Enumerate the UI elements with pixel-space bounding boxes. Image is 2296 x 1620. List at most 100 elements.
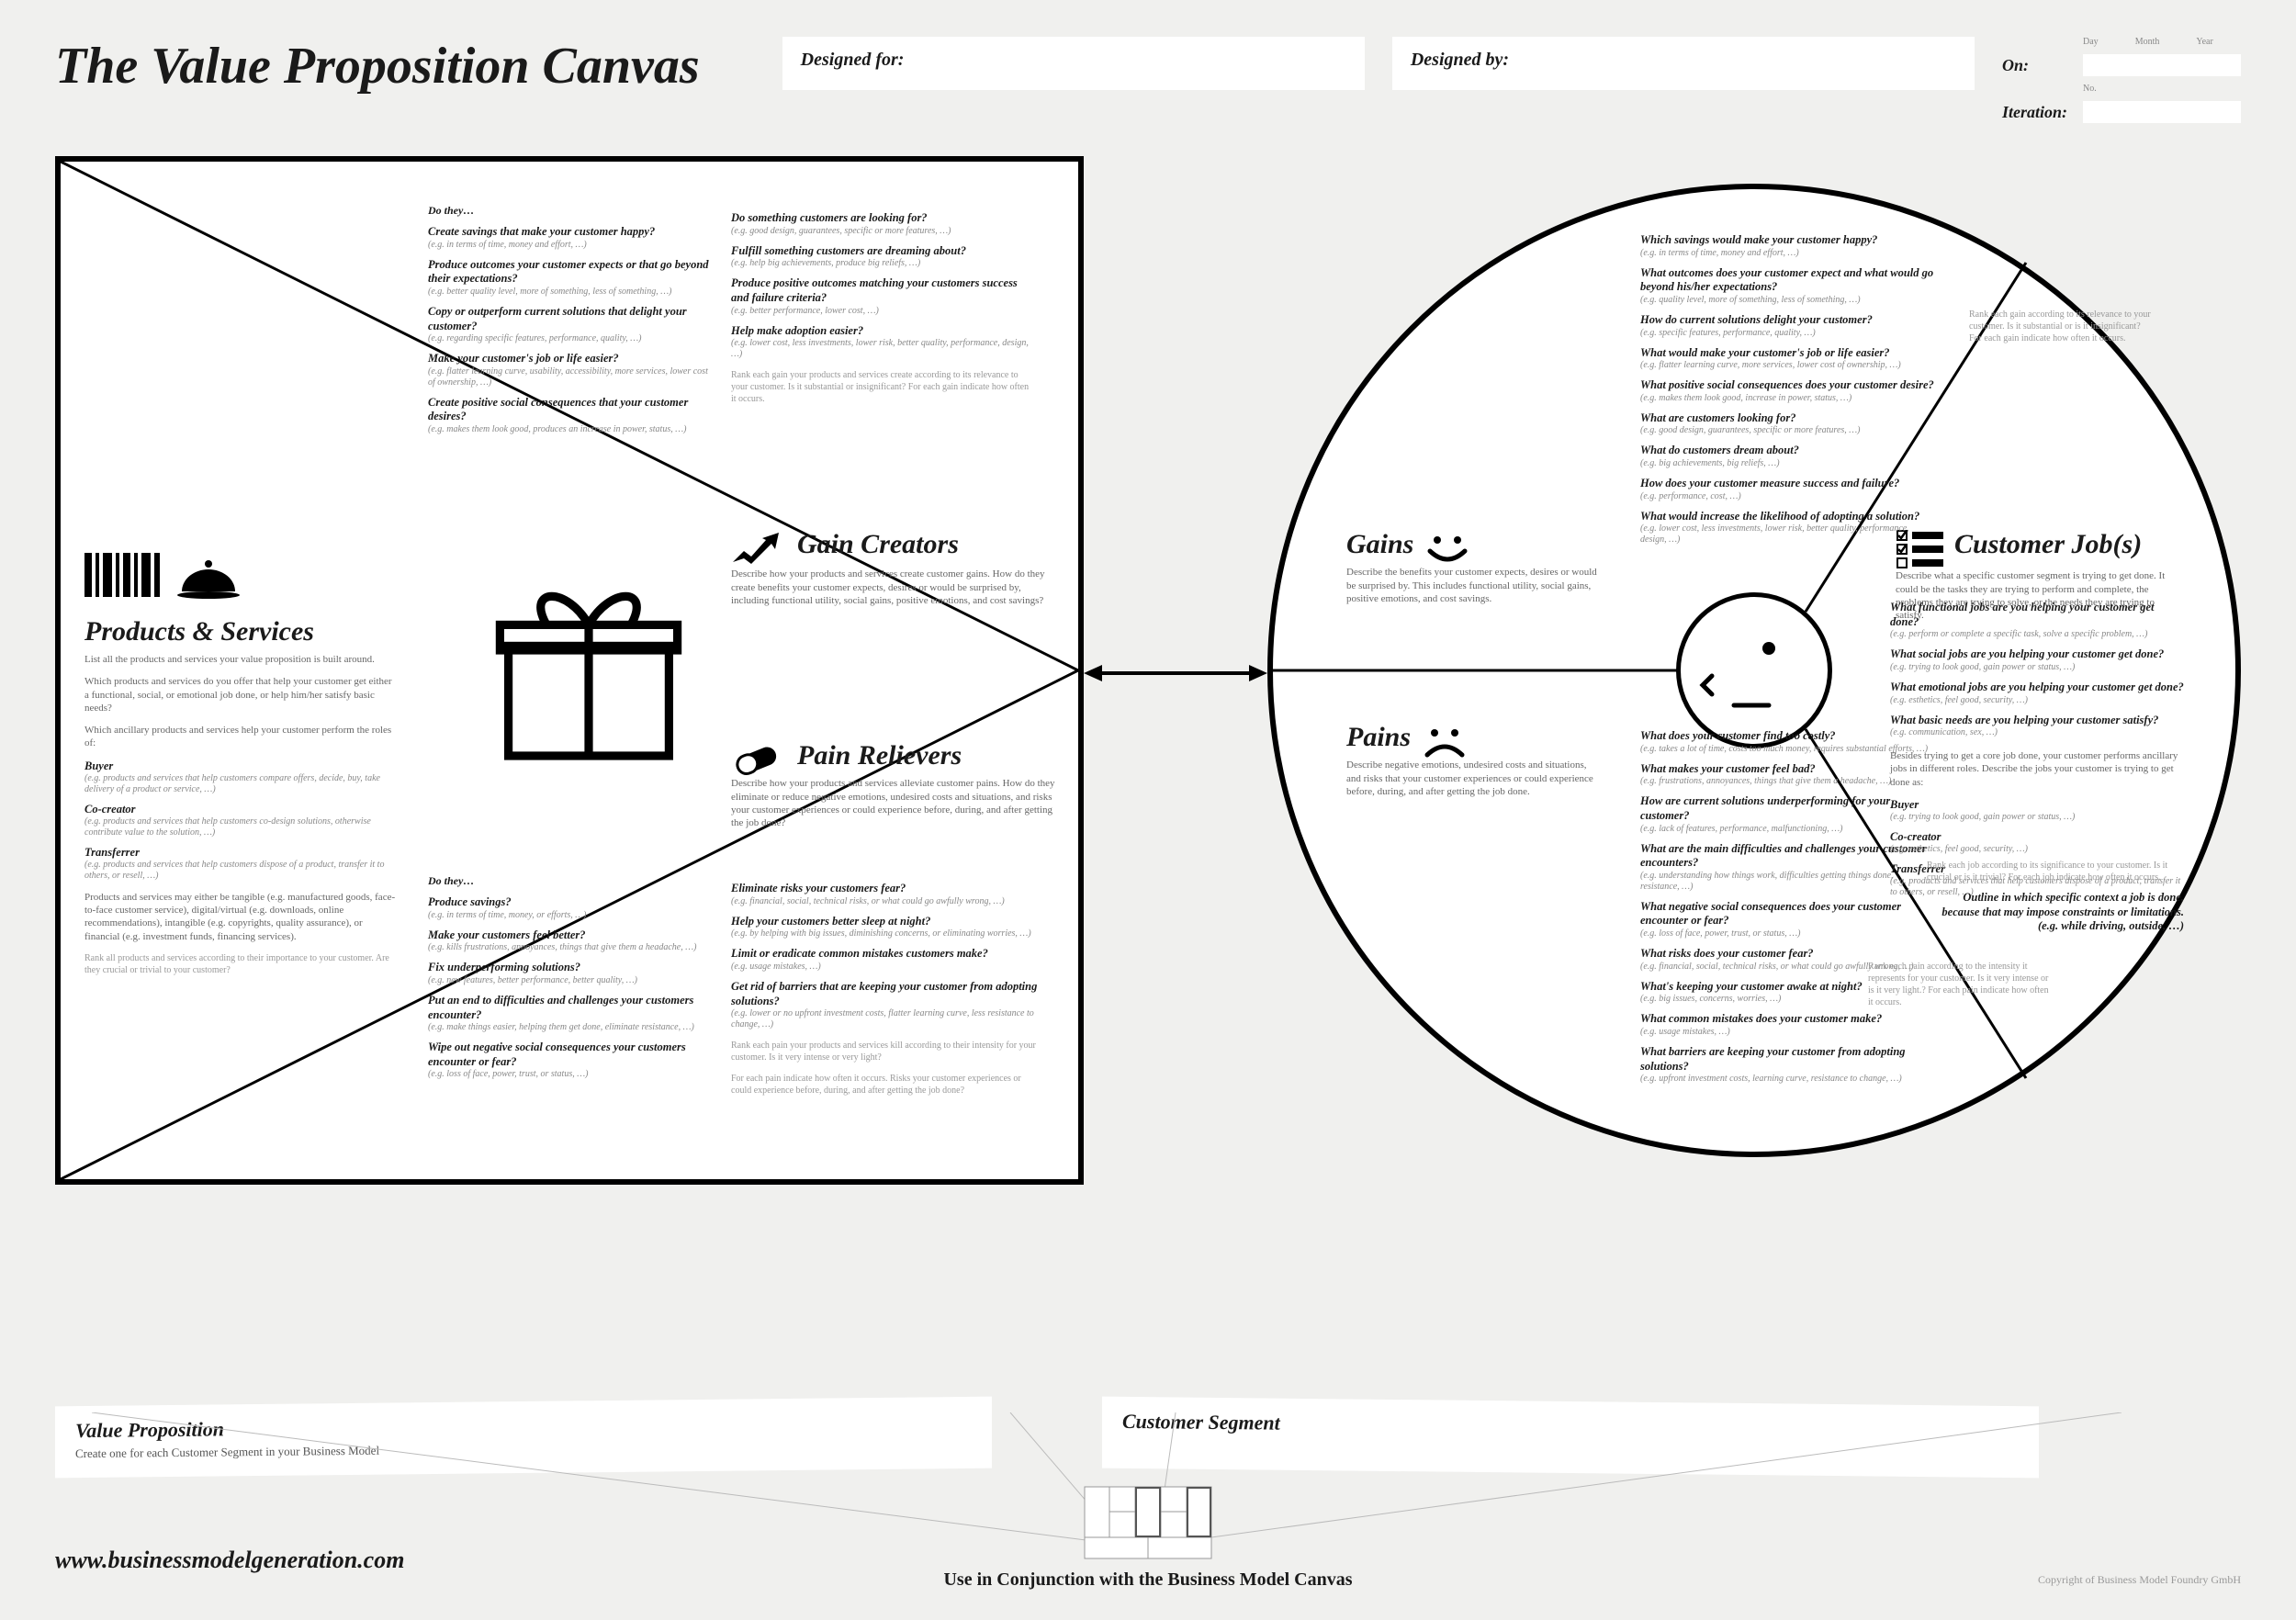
prompt-example: (e.g. loss of face, power, trust, or sta… bbox=[1640, 928, 1934, 939]
prompt-example: (e.g. lower cost, less investments, lowe… bbox=[1640, 523, 1934, 546]
designed-for-box[interactable]: Designed for: bbox=[782, 37, 1365, 90]
gains-block: Gains Describe the benefits your custome… bbox=[1346, 529, 1604, 614]
prompt-question: Do something customers are looking for? bbox=[731, 211, 1034, 226]
prompt-question: What would increase the likelihood of ad… bbox=[1640, 510, 1934, 524]
on-label: On: bbox=[2002, 56, 2076, 75]
prompt-example: (e.g. usage mistakes, …) bbox=[1640, 1027, 1934, 1038]
prompt-question: Fix underperforming solutions? bbox=[428, 961, 713, 975]
prompt-question: Create savings that make your customer h… bbox=[428, 225, 713, 240]
prompt-example: (e.g. esthetics, feel good, security, …) bbox=[1890, 695, 2184, 706]
designed-by-box[interactable]: Designed by: bbox=[1392, 37, 1975, 90]
prompt-example: (e.g. in terms of time, money and effort… bbox=[1640, 248, 1934, 259]
designed-by-label: Designed by: bbox=[1411, 50, 1509, 70]
footer-labels: Value Proposition Create one for each Cu… bbox=[55, 1401, 2241, 1473]
role-item: Buyer(e.g. trying to look good, gain pow… bbox=[1890, 798, 2184, 823]
prompt-example: (e.g. big achievements, big reliefs, …) bbox=[1640, 458, 1934, 469]
gc-questions-col1: Do they… Create savings that make your c… bbox=[428, 204, 713, 435]
prompt-question: How does your customer measure success a… bbox=[1640, 477, 1934, 491]
smile-icon bbox=[1424, 533, 1470, 566]
prompt-example: (e.g. performance, cost, …) bbox=[1640, 491, 1934, 502]
gains-questions: Which savings would make your customer h… bbox=[1640, 226, 1934, 546]
gains-rank: Rank each gain according to its relevanc… bbox=[1969, 309, 2153, 344]
prompt-question: Limit or eradicate common mistakes custo… bbox=[731, 947, 1043, 962]
cs-footer-title: Customer Segment bbox=[1122, 1410, 2019, 1443]
header: The Value Proposition Canvas Designed fo… bbox=[55, 37, 2241, 123]
prompt-example: (e.g. make things easier, helping them g… bbox=[428, 1022, 713, 1033]
gain-creators-block: Gain Creators Describe how your products… bbox=[731, 529, 1062, 616]
customer-circle: Gains Describe the benefits your custome… bbox=[1267, 184, 2241, 1157]
prompt-question: Make your customer's job or life easier? bbox=[428, 352, 713, 366]
prompt-question: What outcomes does your customer expect … bbox=[1640, 266, 1934, 295]
gift-icon bbox=[483, 566, 694, 777]
prompt-question: What positive social consequences does y… bbox=[1640, 378, 1934, 393]
pain-relievers-block: Pain Relievers Describe how your product… bbox=[731, 740, 1062, 839]
prompt-example: (e.g. makes them look good, produces an … bbox=[428, 424, 713, 435]
value-prop-square: Products & Services List all the product… bbox=[55, 156, 1084, 1185]
prompt-example: (e.g. perform or complete a specific tas… bbox=[1890, 629, 2184, 640]
pains-title: Pains bbox=[1346, 722, 1411, 752]
on-box[interactable] bbox=[2083, 54, 2241, 76]
prompt-question: Make your customers feel better? bbox=[428, 928, 713, 943]
jobs-title: Customer Job(s) bbox=[1954, 529, 2142, 559]
prompt-example: (e.g. specific features, performance, qu… bbox=[1640, 328, 1934, 339]
prompt-question: Create positive social consequences that… bbox=[428, 396, 713, 424]
prompt-question: Produce savings? bbox=[428, 895, 713, 910]
prompt-example: (e.g. new features, better performance, … bbox=[428, 975, 713, 986]
prompt-example: (e.g. in terms of time, money, or effort… bbox=[428, 910, 713, 921]
prompt-question: What barriers are keeping your customer … bbox=[1640, 1045, 1934, 1074]
prompt-example: (e.g. loss of face, power, trust, or sta… bbox=[428, 1069, 713, 1080]
iteration-box[interactable] bbox=[2083, 101, 2241, 123]
role-item: Co-creator(e.g. products and services th… bbox=[84, 803, 397, 838]
prompt-example: (e.g. better quality level, more of some… bbox=[428, 287, 713, 298]
prompt-example: (e.g. communication, sex, …) bbox=[1890, 727, 2184, 738]
prompt-example: (e.g. lower cost, less investments, lowe… bbox=[731, 338, 1034, 360]
meta-column: Day Month Year On: No. Iteration: bbox=[2002, 37, 2241, 123]
prompt-example: (e.g. better performance, lower cost, …) bbox=[731, 306, 1034, 317]
jobs-rank: Rank each job according to its significa… bbox=[1927, 850, 2184, 934]
prompt-example: (e.g. good design, guarantees, specific … bbox=[1640, 425, 1934, 436]
prompt-question: Produce positive outcomes matching your … bbox=[731, 276, 1034, 305]
conjunction-text: Use in Conjunction with the Business Mod… bbox=[943, 1569, 1352, 1591]
prompt-example: (e.g. kills frustrations, annoyances, th… bbox=[428, 942, 713, 953]
prompt-question: What are customers looking for? bbox=[1640, 411, 1934, 426]
prompt-example: (e.g. usage mistakes, …) bbox=[731, 962, 1043, 973]
role-item: Transferrer(e.g. products and services t… bbox=[84, 846, 397, 882]
prompt-example: (e.g. regarding specific features, perfo… bbox=[428, 333, 713, 344]
gc-title: Gain Creators bbox=[797, 529, 959, 559]
prompt-example: (e.g. quality level, more of something, … bbox=[1640, 295, 1934, 306]
prompt-question: What would make your customer's job or l… bbox=[1640, 346, 1934, 361]
bmc-mini-icon bbox=[1084, 1486, 1212, 1559]
prompt-example: (e.g. upfront investment costs, learning… bbox=[1640, 1074, 1934, 1085]
copyright: Copyright of Business Model Foundry GmbH bbox=[2038, 1573, 2241, 1587]
date-sublabels: Day Month Year bbox=[2002, 37, 2241, 47]
prompt-question: What emotional jobs are you helping your… bbox=[1890, 681, 2184, 695]
prompt-question: Fulfill something customers are dreaming… bbox=[731, 244, 1034, 259]
ps-desc: List all the products and services your … bbox=[84, 653, 397, 666]
gains-title: Gains bbox=[1346, 529, 1413, 559]
pr-questions-col1: Do they… Produce savings?(e.g. in terms … bbox=[428, 874, 713, 1080]
pill-icon bbox=[731, 744, 786, 777]
prompt-example: (e.g. in terms of time, money and effort… bbox=[428, 240, 713, 251]
prompt-question: What negative social consequences does y… bbox=[1640, 900, 1934, 928]
prompt-question: What social jobs are you helping your cu… bbox=[1890, 647, 2184, 662]
pains-block: Pains Describe negative emotions, undesi… bbox=[1346, 722, 1604, 807]
prompt-question: Which savings would make your customer h… bbox=[1640, 233, 1934, 248]
prompt-question: Wipe out negative social consequences yo… bbox=[428, 1041, 713, 1069]
canvas-area: Products & Services List all the product… bbox=[55, 156, 2241, 1381]
designed-for-label: Designed for: bbox=[801, 50, 905, 70]
cs-footer-box: Customer Segment bbox=[1102, 1397, 2039, 1479]
prompt-question: Eliminate risks your customers fear? bbox=[731, 882, 1043, 896]
prompt-example: (e.g. flatter learning curve, usability,… bbox=[428, 366, 713, 388]
pr-questions-col2: Eliminate risks your customers fear?(e.g… bbox=[731, 874, 1043, 1097]
connecting-arrow bbox=[1084, 659, 1267, 687]
prompt-example: (e.g. financial, social, technical risks… bbox=[731, 896, 1043, 907]
prompt-question: What basic needs are you helping your cu… bbox=[1890, 714, 2184, 728]
prompt-question: Copy or outperform current solutions tha… bbox=[428, 305, 713, 333]
pains-rank: Rank each pain according to the intensit… bbox=[1868, 961, 2052, 1008]
prompt-question: What common mistakes does your customer … bbox=[1640, 1012, 1934, 1027]
prompt-example: (e.g. trying to look good, gain power or… bbox=[1890, 662, 2184, 673]
prompt-example: (e.g. lower or no upfront investment cos… bbox=[731, 1008, 1043, 1030]
ps-title: Products & Services bbox=[84, 616, 397, 647]
prompt-example: (e.g. good design, guarantees, specific … bbox=[731, 226, 1034, 237]
prompt-example: (e.g. makes them look good, increase in … bbox=[1640, 393, 1934, 404]
